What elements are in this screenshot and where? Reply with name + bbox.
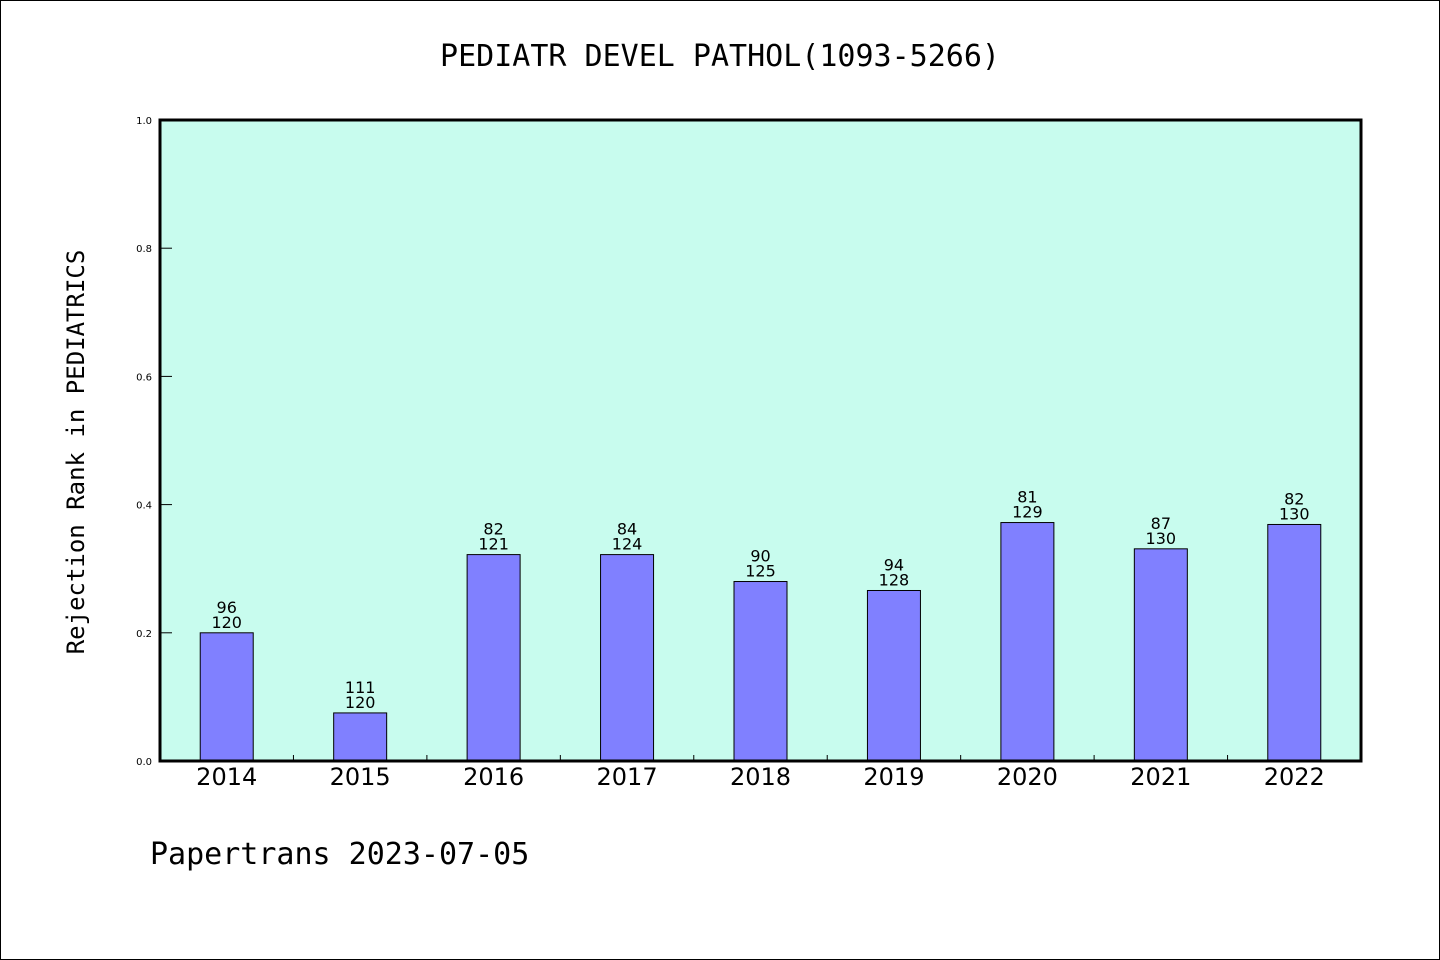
bar-label-bottom: 120 [211,613,242,632]
x-tick-label: 2016 [463,763,524,791]
chart-title: PEDIATR DEVEL PATHOL(1093-5266) [440,39,1000,74]
bar-label-top: 94 [884,555,904,574]
y-tick-label: 0.8 [136,244,152,255]
bar-label-bottom: 124 [612,535,643,554]
bar-label-bottom: 128 [879,570,910,589]
y-tick-label: 0.6 [136,372,152,383]
y-tick-label: 0.2 [136,629,152,640]
ticks-group: 0.0 0.2 0.4 0.6 0.8 1.0 2014 2015 2016 2017 2018 20… [136,116,1325,791]
bar-2016 [466,554,521,762]
bar-2015 [333,712,388,762]
bar-label-top: 111 [345,678,376,697]
bar-label-top: 82 [483,520,503,539]
x-tick-label: 2019 [863,763,924,791]
x-tick-label: 2022 [1264,763,1325,791]
x-tick-label: 2015 [330,763,391,791]
bar-label-bottom: 120 [345,693,376,712]
bar-2017 [600,554,655,762]
x-tick-label: 2021 [1130,763,1191,791]
x-tick-label: 2014 [196,763,257,791]
bar-2018 [733,581,788,762]
bar-label-bottom: 129 [1012,503,1043,522]
footer-text: Papertrans 2023-07-05 [150,837,529,872]
bar-label-top: 90 [750,547,770,566]
bar-2021 [1133,548,1188,762]
bar-2020 [1000,522,1055,762]
y-tick-label: 1.0 [136,116,152,127]
plot-border [158,118,1363,763]
y-axis-label: Rejection Rank in PEDIATRICS [62,250,90,655]
bar-label-bottom: 130 [1146,529,1177,548]
bar-label-bottom: 121 [478,535,509,554]
x-tick-label: 2017 [597,763,658,791]
bar-label-bottom: 125 [745,562,776,581]
bar-2022 [1267,523,1322,762]
bar-2019 [866,589,921,762]
x-tick-label: 2018 [730,763,791,791]
bar-label-top: 96 [217,598,237,617]
bar-label-top: 81 [1017,488,1037,507]
bar-label-bottom: 130 [1279,504,1310,523]
x-tick-label: 2020 [997,763,1058,791]
bar-label-top: 82 [1284,489,1304,508]
bar-label-top: 87 [1151,514,1171,533]
y-tick-label: 0.4 [136,501,152,512]
bar-label-top: 84 [617,520,637,539]
y-tick-label: 0.0 [136,757,152,768]
bar-2014 [199,632,254,762]
